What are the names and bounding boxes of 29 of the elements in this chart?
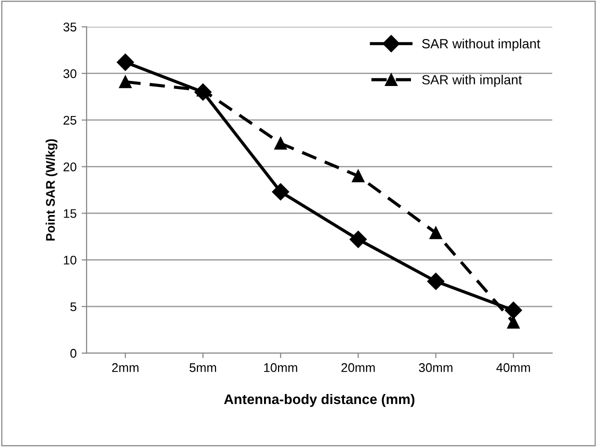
y-tick-label: 0	[70, 348, 76, 358]
y-tick-label: 15	[64, 209, 76, 218]
point	[194, 84, 212, 101]
y-tick-label: 30	[63, 69, 76, 78]
y-tick-label: 20	[64, 162, 76, 172]
point	[504, 302, 522, 319]
x-tick-label: 5mm	[190, 363, 216, 372]
y-tick-label: 25	[64, 116, 76, 125]
point	[274, 137, 287, 150]
y-tick-label: 5	[70, 302, 76, 312]
point	[430, 226, 442, 240]
point	[119, 76, 132, 88]
y-tick-label: 35	[63, 22, 76, 32]
x-tick-label: 2mm	[112, 363, 138, 372]
point	[427, 272, 444, 290]
x-axis-title: Antenna-body distance (mm)	[224, 394, 414, 407]
point	[272, 183, 290, 200]
point	[350, 230, 367, 248]
y-axis-title: Point SAR (W/kg)	[46, 139, 58, 241]
point	[352, 170, 364, 182]
x-tick-label: 40mm	[496, 363, 530, 372]
x-tick-label: 20mm	[341, 363, 375, 372]
x-tick-label: 10mm	[264, 363, 298, 372]
point	[116, 54, 134, 71]
y-tick-label: 10	[64, 256, 76, 265]
legend-label: SAR with implant	[422, 74, 522, 88]
legend-label: SAR without implant	[422, 38, 540, 51]
x-tick-label: 30mm	[418, 363, 452, 372]
point	[507, 316, 520, 329]
